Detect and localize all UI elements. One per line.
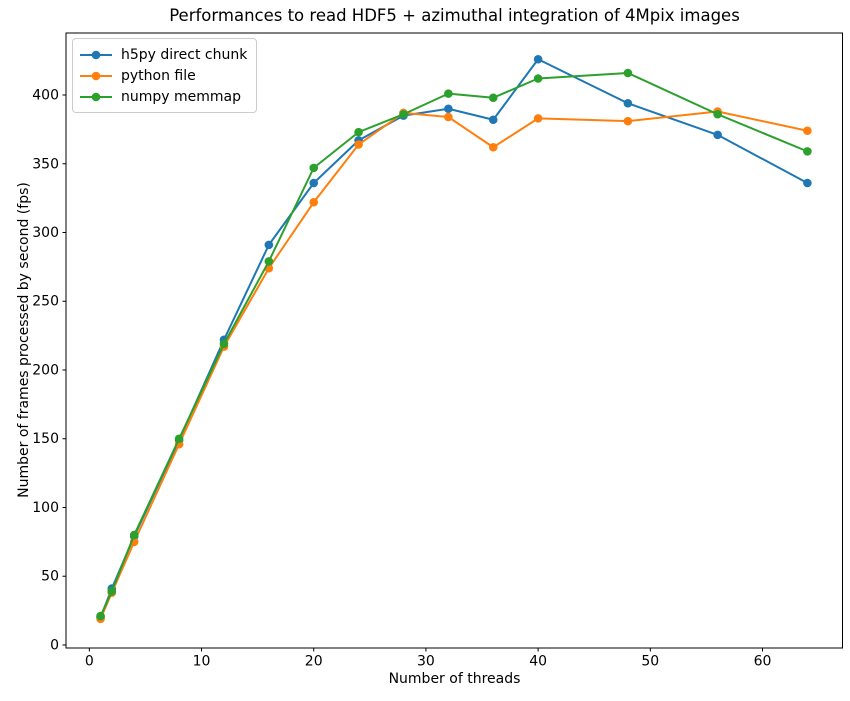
x-tick-label: 40 [529, 654, 547, 670]
legend-entry: numpy memmap [79, 86, 247, 107]
data-point-numpy-memmap [354, 127, 363, 137]
data-point-h5py-direct-chunk [264, 240, 274, 250]
series-line-h5py-direct-chunk [99, 58, 809, 619]
y-tick-label: 350 [32, 156, 59, 172]
data-point-numpy-memmap [399, 109, 408, 119]
data-point-python-file [488, 142, 498, 152]
legend-label: python file [121, 67, 196, 84]
chart-title: Performances to read HDF5 + azimuthal in… [169, 6, 740, 25]
data-point-python-file [803, 126, 812, 136]
y-axis-label: Number of frames processed by second (fp… [16, 182, 32, 498]
data-point-python-file [354, 140, 363, 149]
x-tick-label: 10 [193, 654, 211, 670]
legend-line-marker-icon [80, 92, 112, 101]
data-point-h5py-direct-chunk [713, 130, 722, 140]
legend-line-marker-icon [80, 71, 112, 80]
legend-label: h5py direct chunk [121, 46, 248, 63]
y-tick-label: 200 [32, 362, 59, 378]
data-point-numpy-memmap [96, 611, 105, 621]
x-tick-label: 0 [85, 654, 94, 670]
series-line-numpy-memmap [99, 72, 809, 618]
y-tick-label: 100 [32, 500, 59, 516]
data-point-numpy-memmap [444, 89, 453, 98]
data-point-h5py-direct-chunk [444, 104, 453, 114]
legend-entry: h5py direct chunk [79, 44, 247, 65]
data-point-numpy-memmap [129, 530, 139, 540]
series-line-python-file [99, 110, 809, 620]
data-point-numpy-memmap [107, 587, 117, 596]
data-point-python-file [444, 112, 453, 122]
data-point-python-file [309, 197, 319, 207]
x-tick-label: 20 [305, 654, 323, 670]
data-point-h5py-direct-chunk [623, 98, 633, 108]
data-point-numpy-memmap [713, 109, 722, 119]
data-point-numpy-memmap [533, 74, 543, 83]
legend-entry: python file [79, 65, 247, 86]
data-point-h5py-direct-chunk [533, 54, 543, 64]
data-point-numpy-memmap [264, 257, 274, 266]
data-point-numpy-memmap [488, 93, 498, 103]
data-point-h5py-direct-chunk [803, 178, 812, 188]
data-point-numpy-memmap [803, 147, 812, 156]
legend-line-marker-icon [80, 50, 112, 59]
legend: h5py direct chunk python file numpy memmap [72, 38, 258, 113]
data-point-numpy-memmap [174, 434, 184, 444]
data-point-h5py-direct-chunk [309, 178, 319, 188]
data-point-numpy-memmap [309, 163, 319, 173]
x-axis-label: Number of threads [388, 671, 521, 687]
y-tick-label: 150 [32, 431, 59, 447]
data-point-python-file [623, 116, 633, 126]
x-tick-label: 30 [417, 654, 435, 670]
legend-label: numpy memmap [121, 88, 241, 105]
data-point-python-file [533, 114, 543, 123]
x-tick-label: 60 [754, 654, 772, 670]
x-tick-label: 50 [641, 654, 659, 670]
y-tick-label: 300 [32, 225, 59, 241]
data-point-h5py-direct-chunk [488, 115, 498, 125]
data-point-numpy-memmap [219, 339, 229, 349]
y-tick-label: 250 [32, 294, 59, 310]
data-point-numpy-memmap [623, 68, 633, 78]
y-tick-label: 400 [32, 88, 59, 104]
y-tick-label: 50 [41, 569, 59, 585]
plot-frame [65, 32, 843, 649]
y-tick-label: 0 [50, 637, 59, 653]
